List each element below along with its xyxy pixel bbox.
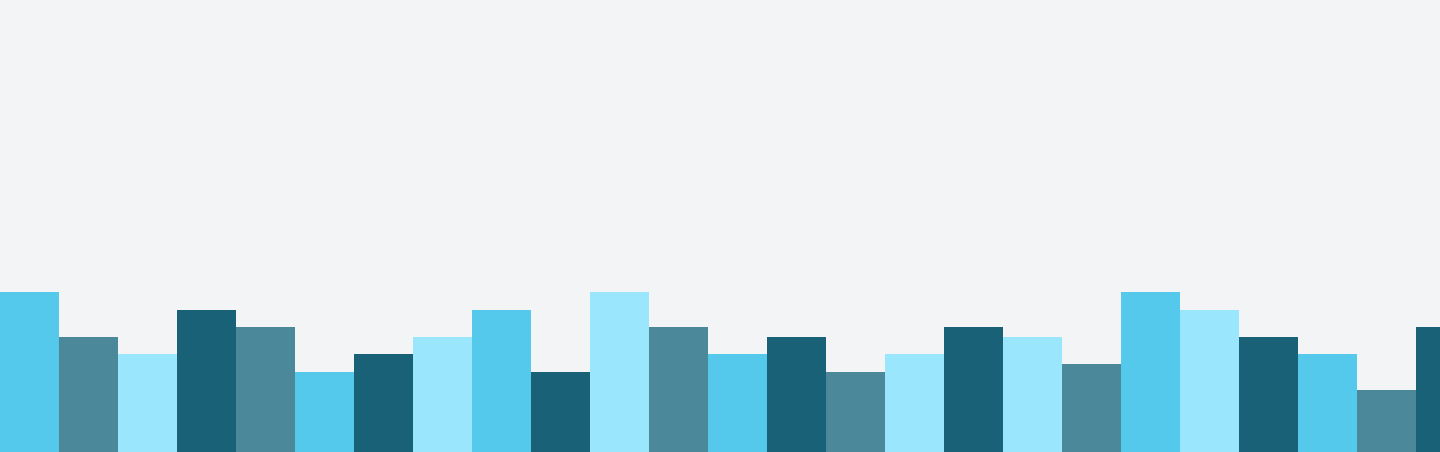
decorative-bar [885, 354, 944, 452]
decorative-bar [354, 354, 413, 452]
decorative-bar [1357, 390, 1416, 452]
decorative-bar [1239, 337, 1298, 452]
decorative-bar [649, 327, 708, 452]
decorative-bar [413, 337, 472, 452]
decorative-bar [0, 292, 59, 452]
decorative-bar [177, 310, 236, 452]
decorative-bar [1062, 364, 1121, 452]
decorative-bar [295, 372, 354, 452]
decorative-bar [1416, 327, 1440, 452]
decorative-bar [826, 372, 885, 452]
decorative-bar [1180, 310, 1239, 452]
decorative-bar [118, 354, 177, 452]
decorative-bar [531, 372, 590, 452]
decorative-bar [472, 310, 531, 452]
decorative-bar [236, 327, 295, 452]
decorative-bar [944, 327, 1003, 452]
decorative-bar [59, 337, 118, 452]
decorative-bar [708, 354, 767, 452]
decorative-bar [767, 337, 826, 452]
decorative-bar [590, 292, 649, 452]
decorative-bar [1003, 337, 1062, 452]
decorative-bar [1121, 292, 1180, 452]
decorative-bar [1298, 354, 1357, 452]
